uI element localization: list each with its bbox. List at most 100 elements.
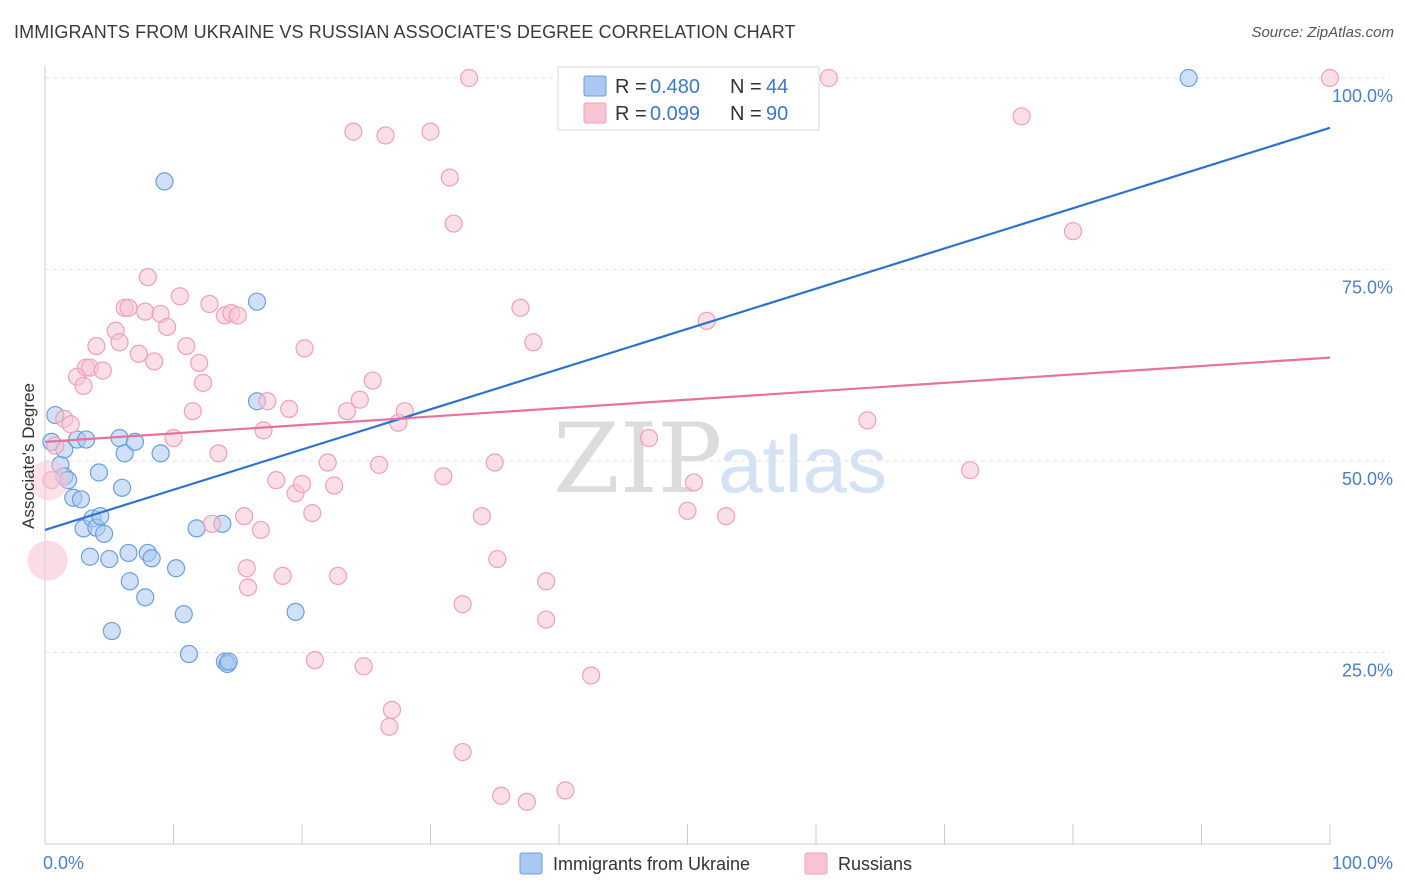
series-legend: Immigrants from Ukraine Russians <box>519 852 912 875</box>
point-russians <box>344 122 363 141</box>
point-ukraine <box>71 490 91 509</box>
point-ukraine <box>112 478 132 497</box>
point-russians <box>280 399 299 419</box>
point-russians <box>1320 68 1340 88</box>
point-russians <box>177 337 196 356</box>
point-russians <box>200 294 219 314</box>
point-russians <box>363 371 382 390</box>
point-russians <box>202 514 222 533</box>
bottom-legend-ukraine: Immigrants from Ukraine <box>553 854 750 874</box>
point-russians <box>370 455 389 474</box>
point-ukraine <box>166 559 186 578</box>
point-ukraine <box>120 572 139 591</box>
point-russians <box>472 507 491 526</box>
point-russians <box>1012 107 1031 126</box>
point-russians <box>328 566 348 586</box>
point-ukraine <box>174 605 193 624</box>
trendlines <box>44 126 1331 531</box>
point-russians <box>440 168 459 187</box>
point-russians <box>209 444 228 463</box>
point-ukraine <box>125 432 145 451</box>
trendline-russians <box>44 356 1331 443</box>
point-russians <box>350 390 369 409</box>
point-russians <box>434 467 453 486</box>
point-russians <box>235 507 254 526</box>
point-russians <box>488 549 507 569</box>
point-russians <box>337 402 357 421</box>
legend-r-ukraine: 0.480 <box>650 76 700 98</box>
bottom-legend-swatch-ukraine <box>519 852 543 875</box>
y-axis-title: Associate's Degree <box>19 383 38 529</box>
point-russians <box>684 473 704 492</box>
point-russians <box>556 781 575 800</box>
point-russians <box>61 415 80 434</box>
legend-r-label: R = <box>615 76 647 98</box>
point-ukraine <box>119 543 138 563</box>
point-ukraine <box>286 602 305 622</box>
point-russians <box>303 503 322 523</box>
axes <box>44 66 1331 845</box>
point-ukraine <box>219 652 238 671</box>
point-ukraine <box>142 549 161 568</box>
stats-legend: R = 0.480 N = 44 R = 0.099 N = 90 <box>557 66 820 131</box>
point-ukraine <box>136 588 155 607</box>
point-ukraine <box>102 621 121 641</box>
point-ukraine <box>80 547 100 566</box>
y-tick-label: 50.0% <box>1342 469 1393 489</box>
gridlines <box>45 77 1390 653</box>
bottom-legend-russians: Russians <box>838 854 912 874</box>
point-russians <box>492 786 511 805</box>
point-russians <box>716 507 736 526</box>
legend-n-ukraine: 44 <box>766 76 788 98</box>
trendline-ukraine <box>44 126 1331 531</box>
legend-n-label: N = <box>730 103 762 125</box>
point-russians <box>376 126 395 145</box>
data-points <box>27 68 1340 811</box>
point-russians <box>354 657 373 676</box>
point-russians <box>228 306 247 325</box>
point-russians <box>183 402 202 421</box>
point-russians <box>273 566 292 586</box>
point-russians <box>237 559 256 578</box>
point-russians <box>119 298 138 317</box>
point-russians <box>517 792 536 811</box>
chart-title: IMMIGRANTS FROM UKRAINE VS RUSSIAN ASSOC… <box>14 22 796 42</box>
legend-r-russians: 0.099 <box>650 103 700 125</box>
point-russians <box>138 268 157 287</box>
point-ukraine <box>151 444 170 463</box>
legend-n-label: N = <box>730 76 762 98</box>
point-russians <box>819 68 838 88</box>
point-russians <box>136 302 155 321</box>
bottom-legend-swatch-russians <box>804 852 828 875</box>
point-ukraine <box>115 444 134 463</box>
point-russians <box>238 578 258 597</box>
point-russians <box>74 376 93 396</box>
point-russians <box>382 700 402 720</box>
point-russians <box>537 610 556 629</box>
point-russians <box>858 411 877 430</box>
source-label: Source: ZipAtlas.com <box>1251 24 1394 41</box>
point-russians <box>93 361 112 380</box>
point-russians <box>110 333 129 352</box>
point-russians <box>459 68 479 88</box>
point-russians <box>678 501 697 520</box>
x-tick-label: 0.0% <box>43 853 84 873</box>
legend-r-label: R = <box>615 103 647 125</box>
point-russians <box>318 453 337 472</box>
point-russians <box>254 421 273 440</box>
point-ukraine <box>100 549 119 569</box>
point-russians <box>1063 222 1083 241</box>
point-russians <box>421 122 440 141</box>
point-russians <box>524 333 543 352</box>
watermark-atlas: atlas <box>718 420 887 509</box>
point-ukraine <box>95 524 114 543</box>
x-tick-label: 100.0% <box>1332 853 1393 873</box>
y-tick-label: 25.0% <box>1342 661 1393 681</box>
point-russians <box>145 352 164 371</box>
point-ukraine <box>89 463 109 482</box>
point-russians <box>444 214 463 233</box>
point-russians <box>380 717 399 736</box>
point-russians <box>537 572 556 591</box>
watermark: ZIP atlas <box>553 403 887 515</box>
